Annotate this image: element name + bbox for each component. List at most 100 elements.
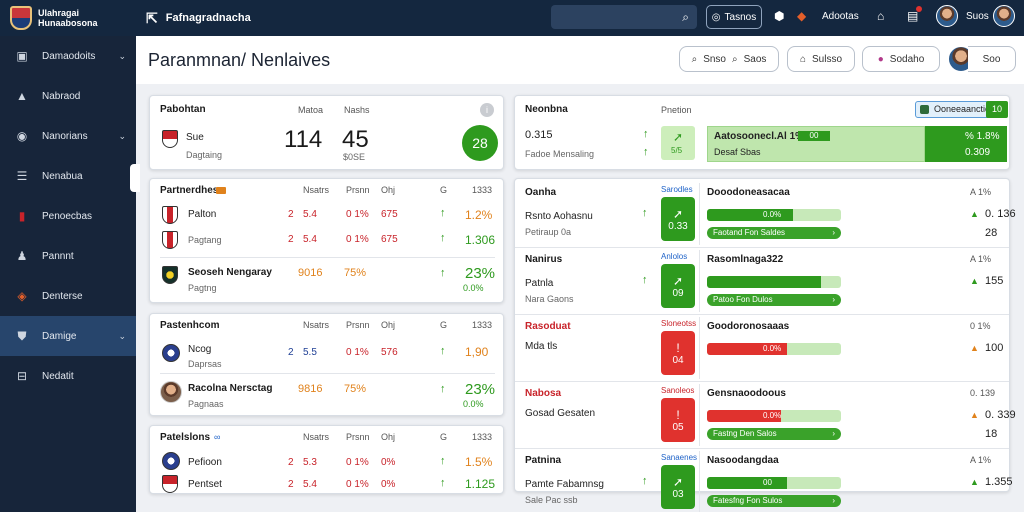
profile-avatar[interactable]	[993, 5, 1015, 27]
row-badge-value: 09	[672, 287, 684, 299]
arrow-up-icon: ▲	[970, 209, 979, 219]
sidebar-item-9[interactable]: ⊟ Nedatit	[0, 356, 136, 396]
col-header: 1333	[472, 185, 493, 195]
row-badge-icon: !	[676, 407, 680, 422]
row-sub: Pagnaas	[188, 399, 224, 409]
summary-value-2-sub: $0SE	[343, 152, 366, 162]
col-header: Prsnn	[346, 185, 370, 195]
tag-button[interactable]: ● Sodaho	[862, 46, 940, 72]
row-name[interactable]: Racolna Nersctag	[188, 383, 273, 394]
group-title: Pastenhcom	[160, 320, 220, 331]
summary-value-1: 114	[284, 126, 323, 153]
column-divider	[699, 250, 700, 312]
search-button-label: Snso	[703, 53, 726, 65]
row-divider	[515, 314, 1009, 315]
action-pill[interactable]: Patoo Fon Dulos ›	[707, 294, 841, 306]
settings-icon[interactable]: ⬢	[774, 9, 785, 23]
action-pill[interactable]: Fastng Den Salos ›	[707, 428, 841, 440]
row-marker: 2	[288, 347, 294, 358]
row-right-value: 0. 136	[985, 208, 1016, 220]
row-pct: 0 1%	[346, 347, 369, 358]
right-summary-title: Neonbna	[525, 104, 568, 115]
list-row[interactable]: Patnina Pamte Fabamnsg Sale Pac ssb Sanaene…	[515, 451, 1013, 512]
user-avatar[interactable]	[936, 5, 958, 27]
notifications-icon[interactable]: ▤	[907, 9, 919, 23]
row-name[interactable]: Pefioon	[188, 457, 222, 468]
brand[interactable]: Ulahragai Hunaabosona	[0, 6, 136, 30]
connection-chip[interactable]: Ooneeaanctioes	[915, 101, 1007, 118]
sidebar-label: Nenabua	[42, 170, 83, 182]
highlight-sub: Desaf Sbas	[714, 147, 761, 157]
search-input[interactable]: ⌕	[551, 5, 697, 29]
sidebar-item-1[interactable]: ▣ Damaodoits ⌄	[0, 36, 136, 76]
sidebar-item-6[interactable]: ♟ Pannnt	[0, 236, 136, 276]
app-title: ⇱ Fafnagradnacha	[146, 10, 251, 27]
sidebar-item-2[interactable]: ▲ Nabraod	[0, 76, 136, 116]
row-sub: Mda tls	[525, 341, 558, 352]
row-right-title: Gensnaoodoous	[707, 388, 786, 399]
home-icon[interactable]: ⌂	[877, 9, 885, 23]
search-button[interactable]: ⌕ Snso ⌕ Saos	[679, 46, 779, 72]
lock-button[interactable]: ⌂ Sulsso	[787, 46, 855, 72]
row-sub2: Nara Gaons	[525, 294, 574, 304]
row-value: 5.4	[303, 209, 317, 220]
summary-card: Pabohtan Matoa Nashs i Sue Dagtaing 114 …	[149, 95, 504, 170]
top-label[interactable]: Adootas	[822, 11, 859, 22]
row-marker: 2	[288, 457, 294, 468]
row-name[interactable]: Seoseh Nengaray	[188, 267, 272, 278]
tag-button-label: Sodaho	[889, 53, 925, 65]
flag-icon: ▮	[18, 209, 26, 223]
row-right-value: 0. 339	[985, 409, 1016, 421]
filter-icon: ⌕	[732, 53, 738, 65]
sidebar-collapse-handle[interactable]	[130, 164, 140, 192]
group-card: Pastenhcom Nsatrs Prsnn Ohj G 1333 Ncog …	[149, 313, 504, 416]
column-divider	[699, 183, 700, 245]
top-action-button[interactable]: ◎ Tasnos	[706, 5, 762, 29]
row-rate: 23%	[465, 265, 496, 282]
row-name[interactable]: Pagtang	[188, 235, 222, 245]
search-icon: ⌕	[691, 53, 698, 65]
row-sub2: Sale Pac ssb	[525, 495, 578, 505]
trend-up-icon: ➚	[673, 130, 684, 144]
sidebar-item-5[interactable]: ▮ Penoecbas	[0, 196, 136, 236]
row-right-value: 100	[985, 342, 1004, 354]
sidebar-item-7[interactable]: ◈ Denterse	[0, 276, 136, 316]
row-sub: Gosad Gesaten	[525, 408, 596, 419]
info-icon[interactable]: i	[480, 103, 494, 117]
sidebar-item-3[interactable]: ◉ Nanorians ⌄	[0, 116, 136, 156]
progress-bar-fill	[707, 477, 788, 489]
fire-icon[interactable]: ◆	[797, 9, 807, 23]
sidebar: ▣ Damaodoits ⌄ ▲ Nabraod ◉ Nanorians ⌄ ☰ Nenab…	[0, 36, 136, 512]
row-rate: 23%	[465, 381, 496, 398]
row-pct: 0 1%	[346, 209, 369, 220]
sidebar-item-8[interactable]: ⛊ Damige ⌄	[0, 316, 136, 356]
row-name[interactable]: Pentset	[188, 479, 222, 490]
export-icon[interactable]: ⇱	[146, 9, 158, 26]
tag-icon: ●	[877, 53, 884, 65]
row-right-title: Goodoronosaaas	[707, 321, 790, 332]
row-divider	[515, 448, 1009, 449]
action-pill[interactable]: Faotand Fon Saldes ›	[707, 227, 841, 239]
row-name[interactable]: Ncog	[188, 344, 212, 355]
row-right-title: Dooodoneasacaa	[707, 187, 790, 198]
arrow-up-icon: ↑	[642, 207, 648, 219]
chevron-right-icon: ›	[832, 295, 835, 304]
arrow-up-icon: ▲	[970, 276, 979, 286]
team-crest-icon	[162, 475, 178, 493]
brand-logo-icon	[10, 6, 32, 30]
sidebar-item-4[interactable]: ☰ Nenabua	[0, 156, 136, 196]
minus-square-icon: ⊟	[16, 369, 28, 383]
user-name[interactable]: Suos	[966, 11, 989, 22]
list-row[interactable]: Nanirus Patnla Nara Gaons Anlolos ↑ ➚ 09 Rasoml…	[515, 250, 1009, 312]
sidebar-label: Nedatit	[42, 370, 74, 382]
list-row[interactable]: Oanha Rsnto Aohasnu Petiraup 0a Sarodles ↑ ➚ 0…	[515, 183, 1016, 245]
row-pct: 75%	[344, 383, 367, 395]
row-badge-value: 05	[672, 421, 684, 433]
action-pill[interactable]: Fatesfng Fon Sulos ›	[707, 495, 841, 507]
team-crest-icon	[162, 452, 180, 470]
row-name[interactable]: Palton	[188, 209, 217, 220]
user-menu-button[interactable]: Soo	[968, 46, 1016, 72]
top-bar: Ulahragai Hunaabosona ⇱ Fafnagradnacha ⌕…	[0, 0, 1024, 36]
